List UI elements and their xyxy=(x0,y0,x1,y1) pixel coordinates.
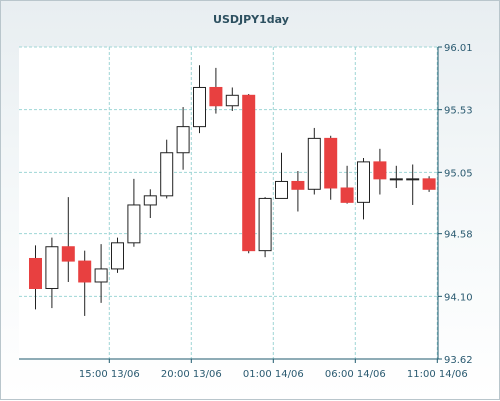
bearish-candle xyxy=(61,197,75,282)
y-tick-label: 94.10 xyxy=(444,292,473,303)
bullish-candle xyxy=(406,164,420,205)
bearish-candle xyxy=(209,67,223,114)
bearish-candle xyxy=(422,176,436,192)
bullish-candle xyxy=(258,197,272,258)
y-tick-label: 96.01 xyxy=(444,43,473,54)
bullish-candle xyxy=(160,139,174,199)
candle-body xyxy=(324,137,338,189)
candle-body xyxy=(373,161,387,180)
y-tick-label: 93.62 xyxy=(444,355,473,366)
bullish-candle xyxy=(176,107,190,170)
candle-body xyxy=(111,242,124,270)
plot-area xyxy=(19,47,438,359)
x-tick-label: 11:00 14/06 xyxy=(407,369,468,380)
bullish-candle xyxy=(275,152,288,199)
bearish-candle xyxy=(291,171,305,212)
bullish-candle xyxy=(389,165,403,188)
chart-title: USDJPY1day xyxy=(213,13,289,26)
candle-body xyxy=(291,180,305,190)
bearish-candle xyxy=(340,165,354,204)
candle-body xyxy=(340,187,354,203)
axes xyxy=(19,46,442,363)
x-tick-label: 01:00 14/06 xyxy=(243,369,304,380)
bearish-candle xyxy=(242,93,256,254)
y-tick-label: 94.58 xyxy=(444,230,473,241)
candle-body xyxy=(422,178,436,190)
bullish-candle xyxy=(357,157,370,220)
candle-body xyxy=(176,126,190,154)
bullish-candle xyxy=(225,87,239,111)
bearish-candle xyxy=(324,135,338,200)
candle-body xyxy=(160,152,174,197)
candle-body xyxy=(357,161,370,203)
candle-body xyxy=(258,197,272,252)
bullish-candle xyxy=(94,244,108,303)
bullish-candle xyxy=(193,65,206,134)
x-tick-label: 20:00 13/06 xyxy=(161,369,222,380)
candle-body xyxy=(127,204,141,244)
candle-body xyxy=(242,94,256,252)
bullish-candle xyxy=(143,189,157,219)
candle-body xyxy=(45,246,59,290)
grid-lines xyxy=(19,46,438,359)
candles xyxy=(29,65,436,316)
y-tick-label: 95.05 xyxy=(444,168,473,179)
candle-body xyxy=(209,86,223,107)
candle-body xyxy=(143,195,157,206)
bearish-candle xyxy=(78,250,92,316)
candle-body xyxy=(193,86,206,128)
candle-body xyxy=(78,260,92,283)
bearish-candle xyxy=(373,148,387,195)
bullish-candle xyxy=(127,178,141,247)
candle-body xyxy=(225,94,239,107)
candle-body xyxy=(94,268,108,283)
bullish-candle xyxy=(45,237,59,309)
bearish-candle xyxy=(29,245,42,310)
candle-body xyxy=(29,257,42,290)
y-tick-label: 95.53 xyxy=(444,106,473,117)
candle-body xyxy=(389,178,403,181)
candle-body xyxy=(307,137,321,190)
candle-body xyxy=(61,246,75,262)
bullish-candle xyxy=(111,237,124,273)
bullish-candle xyxy=(307,127,321,195)
tick-labels: 96.01 95.53 95.05 94.58 94.10 93.62 15:00 13/0… xyxy=(79,43,473,380)
x-tick-label: 06:00 14/06 xyxy=(325,369,386,380)
candle-body xyxy=(275,180,288,199)
candle-body xyxy=(406,178,420,181)
x-tick-label: 15:00 13/06 xyxy=(79,369,140,380)
